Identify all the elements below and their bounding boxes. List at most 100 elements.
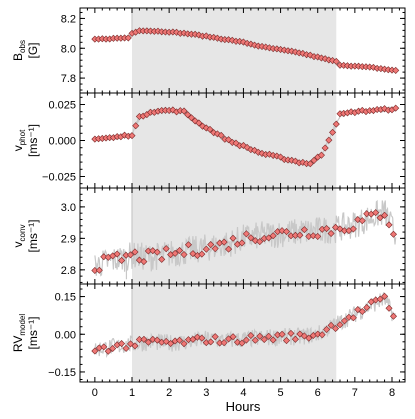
panel-frame [79,283,406,383]
data-marker [381,105,389,113]
data-marker [278,330,286,338]
y-axis-label: RVmodel [11,314,27,352]
y-tick-label: 3.0 [61,202,76,214]
y-axis-unit: [ms⁻¹] [26,124,40,157]
data-marker [131,342,139,350]
data-marker [202,124,210,132]
y-axis-label-sub: phot [18,129,27,145]
data-marker [323,325,331,333]
data-marker [385,221,393,229]
data-marker [124,34,132,42]
data-marker [349,314,357,322]
data-marker [162,245,170,253]
data-marker [184,111,192,119]
panel-3: 2.8 2.9 3.0 vconv [ms⁻¹] [11,187,406,285]
data-marker [167,340,175,348]
data-marker [131,248,139,256]
data-marker [100,253,108,261]
data-marker [358,217,366,225]
data-marker [332,57,340,65]
data-marker [310,156,318,164]
data-marker [153,248,161,256]
shaded-region [132,8,337,93]
data-marker [113,250,121,258]
data-marker [180,340,188,348]
data-marker [314,232,322,240]
y-tick-label: 0.15 [55,292,76,304]
x-axis-label: Hours [226,399,261,414]
data-marker [225,245,233,253]
data-marker [317,151,325,159]
data-marker [389,312,398,320]
data-marker [282,337,291,345]
data-marker [95,266,103,274]
data-marker [207,338,215,346]
y-axis-unit: [ms⁻¹] [26,220,40,253]
data-marker [296,231,304,239]
data-marker [180,251,188,259]
panel-1: 7.8 8.0 8.2 Bobs [G] [11,7,406,94]
x-tick-label: 7 [352,387,358,399]
panel-2: −0.025 0.000 0.025 vphot [ms⁻¹] [11,92,406,189]
data-marker [211,245,219,253]
data-marker [180,107,188,115]
data-marker [327,229,335,238]
data-marker [217,131,225,139]
data-marker [321,55,329,63]
data-marker [260,335,268,343]
data-marker [300,226,308,234]
data-marker [291,48,299,56]
data-marker [140,258,148,266]
x-tick-label: 3 [203,387,209,399]
data-marker [213,130,221,138]
y-tick-label: 0.000 [48,136,76,148]
data-marker [149,335,157,343]
data-marker [132,122,140,130]
data-marker [389,230,398,238]
data-marker [202,32,210,40]
data-marker [126,251,135,259]
data-marker [332,120,340,128]
data-marker [325,136,333,144]
data-marker [254,148,262,156]
y-tick-label: 2.8 [61,265,76,277]
data-marker [358,307,366,316]
y-axis-label-sub: conv [18,225,27,242]
data-marker [269,336,277,344]
data-marker [207,241,215,249]
data-marker [109,344,117,352]
data-marker [282,228,291,236]
data-marker [392,104,400,112]
data-marker [247,234,255,242]
data-marker [265,150,273,158]
data-marker [363,303,371,312]
y-tick-label: 0.00 [55,329,76,341]
data-marker [128,132,136,140]
data-marker [376,295,384,303]
data-marker [332,324,340,333]
data-marker [296,330,304,338]
data-marker [256,332,264,340]
y-axis-label-main: B [11,53,25,61]
y-axis-label-sub: obs [18,40,27,53]
data-marker [376,214,384,222]
data-marker [349,225,357,233]
data-marker [321,144,329,152]
data-marker [269,232,277,240]
data-marker [176,246,184,255]
data-marker [171,249,179,257]
data-marker [228,36,236,44]
data-marker [239,141,247,150]
data-marker [104,347,112,355]
data-marker [247,331,255,340]
y-axis-label-main: v [11,145,25,151]
data-marker [135,256,143,264]
y-axis-label: vconv [11,225,27,248]
data-marker [369,63,377,71]
data-marker [336,321,344,329]
data-marker [202,245,210,253]
data-marker [229,333,237,341]
x-tick-label: 8 [389,387,395,399]
data-marker [392,66,400,74]
